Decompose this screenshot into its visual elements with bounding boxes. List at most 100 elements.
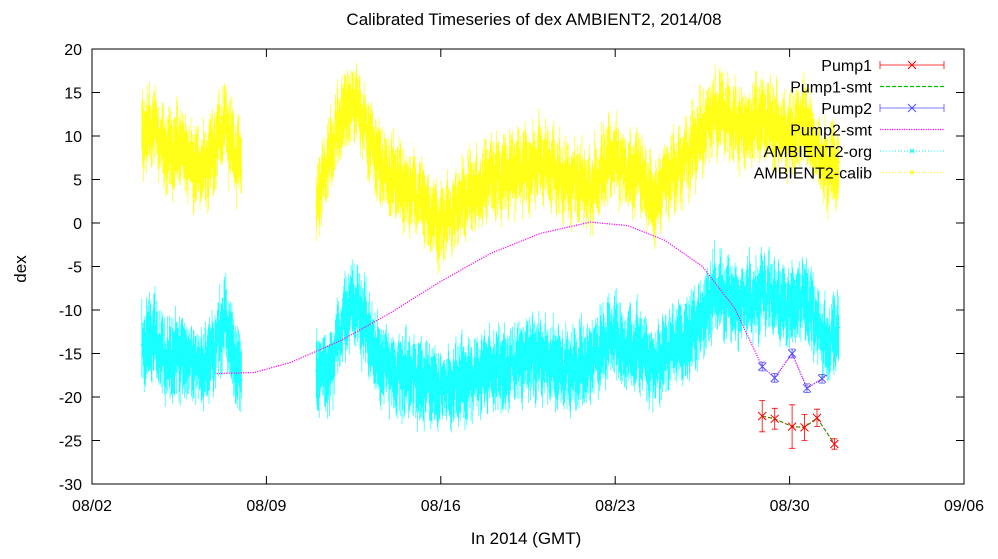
- series-line: [762, 415, 835, 445]
- y-tick-label: 10: [64, 129, 82, 146]
- series-noise-segment: [141, 82, 242, 216]
- series-pump1-smt: [762, 415, 835, 445]
- x-tick-label: 08/02: [72, 498, 112, 515]
- series-point: [223, 317, 225, 320]
- series-point: [614, 152, 617, 155]
- series-point: [140, 343, 143, 346]
- series-point: [352, 300, 355, 303]
- series-point: [838, 161, 841, 164]
- series-point: [801, 117, 803, 120]
- series-point: [813, 317, 816, 320]
- data-point-marker: [830, 439, 839, 449]
- x-tick-label: 08/16: [421, 498, 461, 515]
- x-tick-label: 08/23: [595, 498, 635, 515]
- series-point: [203, 169, 206, 172]
- legend-item: Pump1: [821, 58, 945, 75]
- data-point-marker: [787, 422, 797, 431]
- series-point: [763, 117, 766, 120]
- series-point: [626, 352, 629, 355]
- y-tick-label: 20: [64, 42, 82, 59]
- series-point: [689, 335, 691, 337]
- series-point: [352, 100, 355, 103]
- series-point: [601, 343, 604, 346]
- y-tick-label: -20: [59, 390, 82, 407]
- series-point: [539, 161, 542, 164]
- series-point: [203, 370, 206, 372]
- series-point: [315, 370, 318, 372]
- series-point: [153, 126, 156, 129]
- series-point: [813, 143, 816, 146]
- series-point: [564, 370, 567, 372]
- legend-marker: [909, 170, 915, 175]
- series-point: [651, 370, 654, 372]
- series-point: [377, 161, 380, 164]
- x-tick-label: 08/30: [770, 498, 810, 515]
- series-point: [165, 361, 168, 364]
- series-point: [230, 343, 233, 346]
- y-axis-label: dex: [11, 255, 30, 283]
- series-point: [601, 169, 604, 172]
- series-point: [564, 178, 567, 181]
- series-point: [340, 117, 342, 120]
- series-point: [763, 291, 766, 294]
- series-point: [315, 204, 318, 207]
- series-point: [626, 178, 629, 181]
- series-pump2: [757, 348, 827, 393]
- series-pump2-smt: [216, 221, 828, 390]
- legend-marker: [907, 103, 917, 113]
- series-noise-segment: [315, 239, 840, 433]
- series-point: [390, 370, 392, 372]
- y-tick-label: 5: [73, 173, 82, 190]
- series-point: [514, 361, 517, 364]
- series-point: [838, 326, 841, 329]
- series-point: [489, 370, 492, 372]
- legend-label: AMBIENT2-org: [764, 144, 872, 161]
- series-point: [165, 152, 168, 155]
- legend-label: Pump1: [821, 58, 872, 75]
- series-point: [439, 387, 442, 390]
- x-tick-label: 08/09: [246, 498, 286, 515]
- legend-label: Pump2-smt: [790, 123, 872, 140]
- series-point: [489, 178, 492, 181]
- series-point: [651, 204, 654, 207]
- y-tick-label: -25: [59, 434, 82, 451]
- series-point: [153, 335, 156, 337]
- series-point: [714, 109, 716, 111]
- series-point: [589, 187, 592, 190]
- series-point: [240, 169, 243, 172]
- series-noise-segment: [315, 62, 840, 275]
- series-point: [826, 169, 828, 172]
- legend-marker: [909, 148, 915, 154]
- series-point: [439, 222, 442, 224]
- legend-item: Pump1-smt: [790, 80, 944, 97]
- legend-label: AMBIENT2-calib: [754, 166, 872, 183]
- legend-item: Pump2-smt: [790, 123, 944, 140]
- y-tick-label: 0: [73, 216, 82, 233]
- series-noise-segment: [141, 272, 242, 413]
- legend-label: Pump2: [821, 101, 872, 118]
- chart-title: Calibrated Timeseries of dex AMBIENT2, 2…: [346, 10, 721, 29]
- series-point: [464, 378, 467, 381]
- series-point: [614, 335, 617, 337]
- series-point: [377, 361, 380, 364]
- axes: 20 15 10 5 0 -5 -10 -15 -20 -25 -30 08/02 08/09 08/16…: [59, 42, 984, 515]
- series-point: [230, 143, 233, 146]
- series-point: [178, 143, 181, 146]
- series-point: [589, 361, 592, 364]
- series-point: [714, 291, 716, 294]
- series-ambient2-org: [140, 239, 841, 433]
- series-point: [327, 378, 330, 381]
- series-point: [788, 135, 791, 137]
- series-point: [464, 196, 467, 198]
- series-point: [327, 152, 330, 155]
- y-tick-label: -5: [68, 260, 82, 277]
- data-point-marker: [770, 373, 780, 383]
- series-point: [215, 343, 218, 346]
- legend-label: Pump1-smt: [790, 80, 872, 97]
- series-point: [826, 343, 828, 346]
- series-line: [216, 221, 828, 390]
- x-tick-label: 09/06: [944, 498, 984, 515]
